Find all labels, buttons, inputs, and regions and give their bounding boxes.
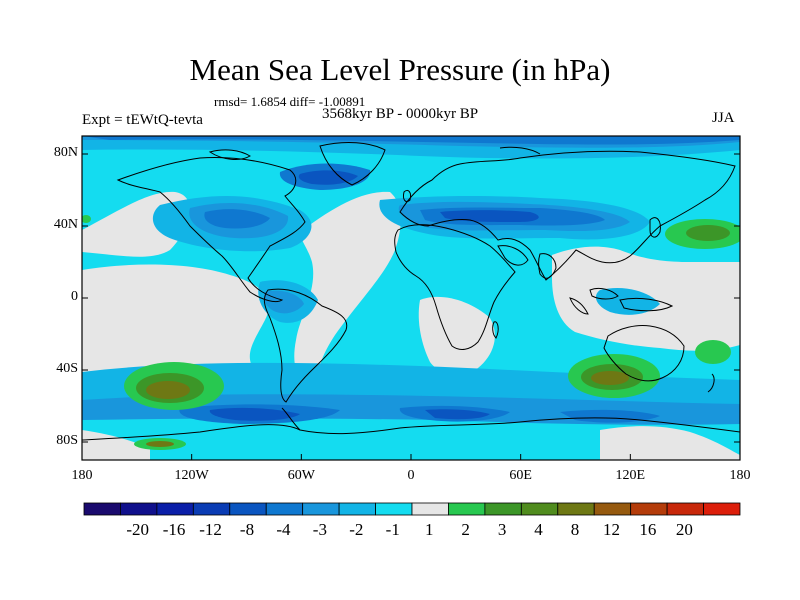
coast-south-america [263, 288, 348, 403]
x-tick-label: 180 [729, 468, 751, 483]
grey-southern-africa [418, 296, 495, 375]
coast-eurasia [399, 150, 736, 281]
y-tick-label: 40S [56, 361, 78, 376]
colorbar-swatch [484, 502, 522, 516]
colorbar-swatch [156, 502, 194, 516]
coast-arabia [497, 245, 529, 266]
x-tick-label: 60E [509, 468, 532, 483]
small-positive-west [82, 215, 91, 223]
colorbar-label: 1 [424, 520, 434, 539]
coast-africa [394, 224, 516, 350]
x-tick-label: 0 [407, 468, 415, 483]
coast-svalbard-area [499, 146, 541, 155]
coast-india [538, 253, 557, 279]
colorbar-swatch [593, 502, 632, 516]
y-tick-label: 80S [56, 433, 78, 448]
antarctic-ridge-core [146, 441, 174, 447]
positive-anomalies [82, 215, 740, 450]
colorbar-label: 16 [639, 520, 657, 539]
x-tick-label: 180 [71, 468, 93, 483]
coast-greenland [319, 142, 386, 186]
x-tick-label: 120W [174, 468, 209, 483]
grey-central-pacific [82, 264, 269, 396]
colorbar-label: 2 [461, 520, 470, 539]
coast-madagascar [492, 321, 499, 339]
colorbar-label: 8 [570, 520, 580, 539]
coast-borneo [589, 287, 619, 300]
colorbar-swatch [338, 502, 376, 516]
period-text: 3568kyr BP - 0000kyr BP [322, 106, 479, 122]
colorbar-label: -20 [126, 520, 149, 539]
coast-arctic-islands [208, 149, 251, 160]
coast-antarctica [82, 417, 740, 441]
north-pacific-high-core [686, 225, 730, 241]
experiment-label: Expt = tEWtQ-tevta [82, 112, 203, 128]
colorbar-label: 3 [497, 520, 507, 539]
coast-sumatra [569, 297, 589, 315]
colorbar-swatch [265, 502, 304, 516]
colorbar-label: -8 [239, 520, 255, 539]
minus-eight-cores [209, 170, 539, 421]
colorbar-label: -16 [162, 520, 186, 539]
y-tick-label: 40N [53, 217, 78, 232]
colorbar-swatch [666, 502, 704, 516]
grey-antarctic-west [82, 430, 150, 460]
coast-new-guinea [619, 297, 674, 312]
colorbar-label: -3 [312, 520, 327, 539]
coast-japan [649, 217, 661, 238]
colorbar-label: 20 [675, 520, 693, 539]
colorbar-label: 12 [602, 520, 620, 539]
colorbar-swatch [411, 502, 449, 516]
colorbar-swatch [448, 502, 486, 516]
colorbar-swatch [229, 502, 267, 516]
colorbar-swatch [83, 502, 121, 516]
coast-australia [603, 325, 685, 382]
colorbar-swatch [192, 502, 231, 516]
season-label: JJA [712, 110, 735, 126]
colorbar-swatch [703, 502, 741, 516]
south-indian-high-core [591, 371, 629, 385]
colorbar-swatch [520, 502, 559, 516]
x-tick-label: 120E [615, 468, 646, 483]
grey-antarctic-pacific [600, 426, 740, 460]
colorbar-swatch [630, 502, 668, 516]
colorbar-label: -1 [385, 520, 400, 539]
colorbar-label: -4 [276, 520, 291, 539]
coast-uk [403, 189, 411, 203]
y-tick-label: 80N [53, 145, 78, 160]
colorbar-label: -12 [199, 520, 222, 539]
coastlines [82, 142, 740, 441]
coast-antarctic-peninsula [281, 407, 301, 431]
south-pacific-high-core [146, 381, 190, 399]
colorbar-swatch [302, 502, 340, 516]
colorbar [83, 502, 741, 516]
coast-north-america [116, 157, 306, 303]
chart-title: Mean Sea Level Pressure (in hPa) [189, 52, 611, 87]
colorbar-label: -2 [349, 520, 364, 539]
colorbar-swatch [375, 502, 413, 516]
coast-new-zealand [707, 373, 715, 393]
map-ticks [81, 153, 741, 460]
colorbar-swatch [557, 502, 595, 516]
map-field [82, 136, 740, 460]
colorbar-label: 4 [534, 520, 543, 539]
stats-text: rmsd= 1.6854 diff= -1.00891 [214, 94, 366, 109]
colorbar-swatch [120, 502, 158, 516]
y-tick-label: 0 [71, 289, 78, 304]
grey-atlantic [294, 191, 401, 389]
x-tick-label: 60W [287, 468, 315, 483]
east-australia-high [695, 340, 731, 364]
